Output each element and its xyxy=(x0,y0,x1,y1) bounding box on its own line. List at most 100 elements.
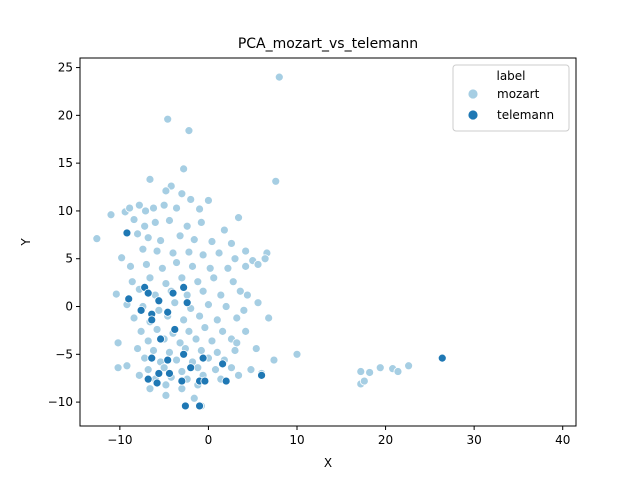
mozart-point-41 xyxy=(168,248,178,258)
mozart-point-20 xyxy=(234,213,243,223)
x-axis: −10 0 10 20 30 40 xyxy=(107,426,570,447)
mozart-point-51 xyxy=(172,258,181,267)
telemann-point-15 xyxy=(163,355,173,365)
mozart-point-136 xyxy=(234,370,243,380)
mozart-point-32 xyxy=(156,236,166,245)
mozart-point-11 xyxy=(106,210,116,220)
mozart-point-15 xyxy=(141,206,150,216)
mozart-point-47 xyxy=(260,254,270,264)
mozart-point-70 xyxy=(216,290,226,300)
chart-title: PCA_mozart_vs_telemann xyxy=(238,36,418,52)
mozart-point-89 xyxy=(264,313,274,323)
mozart-point-22 xyxy=(117,253,127,263)
mozart-point-64 xyxy=(111,289,121,299)
telemann-point-10 xyxy=(136,305,146,315)
mozart-point-16 xyxy=(149,203,158,213)
mozart-point-43 xyxy=(198,250,208,260)
telemann-point-20 xyxy=(165,369,174,378)
mozart-point-17 xyxy=(159,200,169,210)
y-tick-label: 15 xyxy=(58,156,73,170)
legend-title: label xyxy=(496,69,525,83)
mozart-point-79 xyxy=(221,302,231,311)
y-axis-label: Y xyxy=(19,238,33,247)
mozart-point-142 xyxy=(161,391,171,400)
mozart-point-107 xyxy=(165,347,174,357)
telemann-point-14 xyxy=(147,353,157,363)
x-tick-label: 20 xyxy=(378,433,393,447)
mozart-point-71 xyxy=(235,286,245,296)
mozart-point-2 xyxy=(184,126,194,136)
mozart-point-29 xyxy=(219,225,229,235)
x-tick-label: 30 xyxy=(467,433,482,447)
mozart-point-86 xyxy=(195,311,204,321)
telemann-point-13 xyxy=(170,325,180,334)
telemann-point-9 xyxy=(147,315,157,325)
mozart-point-75 xyxy=(154,305,164,315)
mozart-point-28 xyxy=(196,218,206,227)
mozart-point-40 xyxy=(152,246,162,256)
mozart-point-50 xyxy=(157,263,167,273)
mozart-point-13 xyxy=(125,203,135,213)
mozart-point-48 xyxy=(126,261,135,271)
y-tick-label: 5 xyxy=(65,252,73,266)
series-mozart xyxy=(92,72,414,411)
telemann-point-29 xyxy=(195,401,204,411)
mozart-point-34 xyxy=(189,235,199,245)
mozart-point-52 xyxy=(188,261,197,271)
telemann-point-17 xyxy=(198,353,208,363)
telemann-point-25 xyxy=(218,359,228,369)
mozart-point-44 xyxy=(214,248,224,258)
mozart-point-140 xyxy=(177,384,187,394)
mozart-point-21 xyxy=(92,234,102,244)
mozart-point-126 xyxy=(227,363,236,373)
mozart-point-42 xyxy=(184,247,194,257)
mozart-point-88 xyxy=(232,313,242,323)
mozart-point-39 xyxy=(138,244,148,254)
y-tick-label: 25 xyxy=(58,61,73,75)
mozart-point-58 xyxy=(145,273,155,283)
points-layer xyxy=(92,72,447,411)
x-tick-label: 0 xyxy=(205,433,213,447)
telemann-point-19 xyxy=(143,374,153,384)
mozart-point-113 xyxy=(292,349,302,359)
mozart-point-82 xyxy=(129,313,139,323)
legend-label-telemann: telemann xyxy=(497,108,554,122)
mozart-point-60 xyxy=(177,273,187,283)
mozart-point-110 xyxy=(212,347,222,357)
mozart-point-59 xyxy=(161,279,171,288)
mozart-point-76 xyxy=(170,298,180,308)
telemann-point-12 xyxy=(156,334,166,344)
mozart-point-1 xyxy=(163,114,173,124)
telemann-point-7 xyxy=(163,307,173,317)
mozart-point-120 xyxy=(122,361,132,371)
mozart-point-23 xyxy=(129,215,139,224)
mozart-point-62 xyxy=(209,273,219,283)
telemann-point-18 xyxy=(154,369,164,378)
telemann-point-26 xyxy=(221,376,231,386)
mozart-point-30 xyxy=(133,229,142,239)
mozart-point-8 xyxy=(177,189,187,199)
mozart-point-19 xyxy=(195,204,204,214)
mozart-point-4 xyxy=(271,176,281,186)
mozart-point-100 xyxy=(191,334,201,344)
mozart-point-111 xyxy=(230,346,240,355)
mozart-point-56 xyxy=(253,260,263,269)
telemann-point-24 xyxy=(200,376,210,386)
legend-entries: mozart telemann xyxy=(467,87,554,122)
mozart-point-125 xyxy=(211,365,220,375)
mozart-point-55 xyxy=(241,261,251,271)
telemann-point-27 xyxy=(152,378,162,388)
telemann-point-5 xyxy=(168,288,178,298)
telemann-point-21 xyxy=(186,363,196,373)
mozart-point-85 xyxy=(179,315,189,325)
telemann-point-2 xyxy=(143,288,153,298)
telemann-point-11 xyxy=(182,298,192,308)
mozart-point-105 xyxy=(133,344,142,353)
legend-box xyxy=(452,64,570,132)
mozart-point-145 xyxy=(356,367,366,376)
mozart-point-36 xyxy=(227,239,236,248)
mozart-point-31 xyxy=(143,233,153,243)
x-tick-label: −10 xyxy=(107,433,132,447)
mozart-point-109 xyxy=(196,346,206,355)
mozart-point-69 xyxy=(198,286,208,296)
